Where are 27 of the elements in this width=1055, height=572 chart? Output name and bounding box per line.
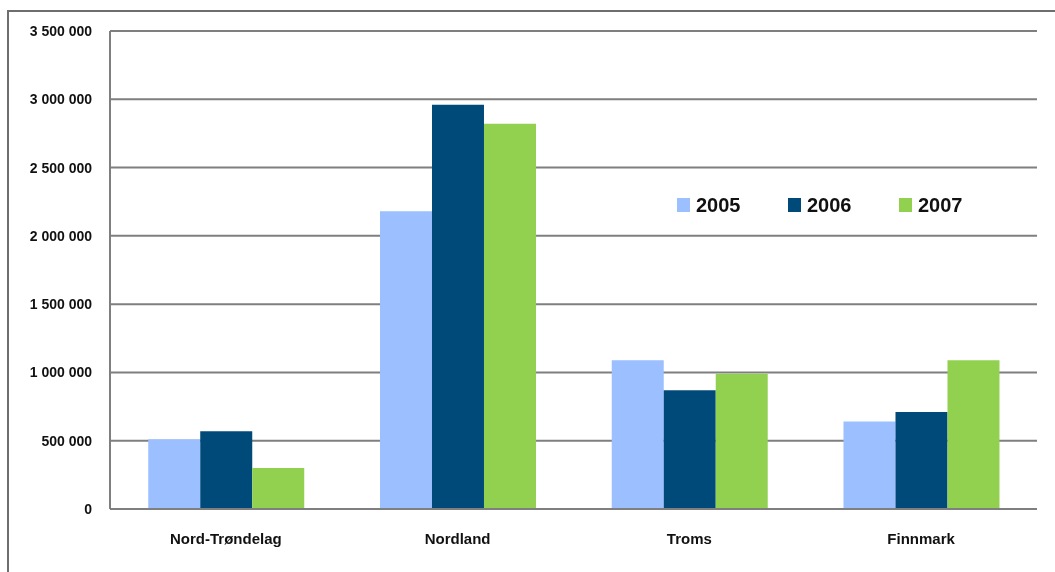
legend-label: 2006 xyxy=(807,193,852,217)
bar xyxy=(715,373,768,509)
y-tick-label: 2 500 000 xyxy=(29,159,93,176)
bar xyxy=(895,412,948,509)
y-tick-label: 0 xyxy=(84,500,93,517)
bar xyxy=(947,360,1000,509)
y-tick-label: 2 000 000 xyxy=(29,227,93,244)
bar xyxy=(611,360,664,509)
x-tick-label: Nord-Trøndelag xyxy=(170,529,282,547)
bar xyxy=(148,439,201,509)
bar xyxy=(200,431,253,509)
bar xyxy=(663,390,716,509)
bar xyxy=(379,211,432,509)
legend-label: 2007 xyxy=(918,193,963,217)
y-tick-label: 1 500 000 xyxy=(29,296,93,313)
x-tick-label: Finnmark xyxy=(887,529,956,547)
bar xyxy=(483,123,536,509)
y-tick-label: 1 000 000 xyxy=(29,364,93,381)
bar xyxy=(252,468,305,509)
y-tick-label: 3 000 000 xyxy=(29,91,93,108)
bar xyxy=(431,104,484,509)
x-tick-label: Nordland xyxy=(424,529,491,547)
bar xyxy=(843,421,896,509)
x-tick-label: Troms xyxy=(666,529,712,547)
y-tick-label: 3 500 000 xyxy=(29,22,93,39)
legend-label: 2005 xyxy=(696,193,741,217)
y-tick-label: 500 000 xyxy=(41,432,93,449)
